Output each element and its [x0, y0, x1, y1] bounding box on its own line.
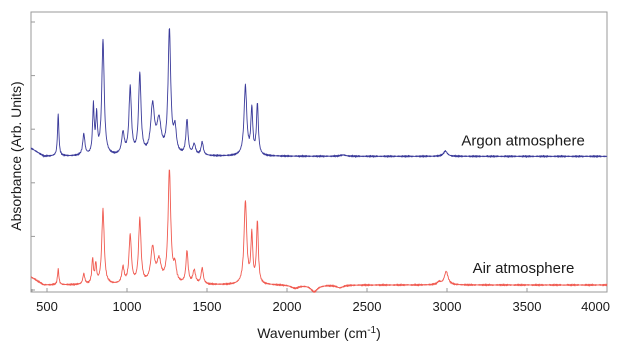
series-line-air: [30, 169, 608, 293]
x-tick-label: 3500: [513, 299, 542, 314]
x-axis-title: Wavenumber (cm-1): [257, 325, 381, 341]
x-axis-ticks: 500 1000 1500 2000 2500 3000 3500 4000: [31, 288, 610, 314]
x-tick-label: 1500: [193, 299, 222, 314]
series-label-argon: Argon atmosphere: [461, 133, 584, 150]
x-tick-label: 2500: [353, 299, 382, 314]
series-label-air: Air atmosphere: [473, 260, 575, 277]
x-tick-label: 500: [36, 299, 58, 314]
x-tick-label: 2000: [273, 299, 302, 314]
series-layer: [30, 28, 608, 293]
x-tick-label: 3000: [433, 299, 462, 314]
x-tick-label: 1000: [113, 299, 142, 314]
series-labels: Argon atmosphere Air atmosphere: [461, 133, 584, 277]
y-axis-ticks: [31, 21, 35, 291]
series-line-argon: [30, 28, 608, 158]
x-tick-label: 4000: [581, 299, 610, 314]
plot-frame: [30, 11, 608, 293]
y-axis-title: Absorbance (Arb. Units): [8, 81, 24, 230]
